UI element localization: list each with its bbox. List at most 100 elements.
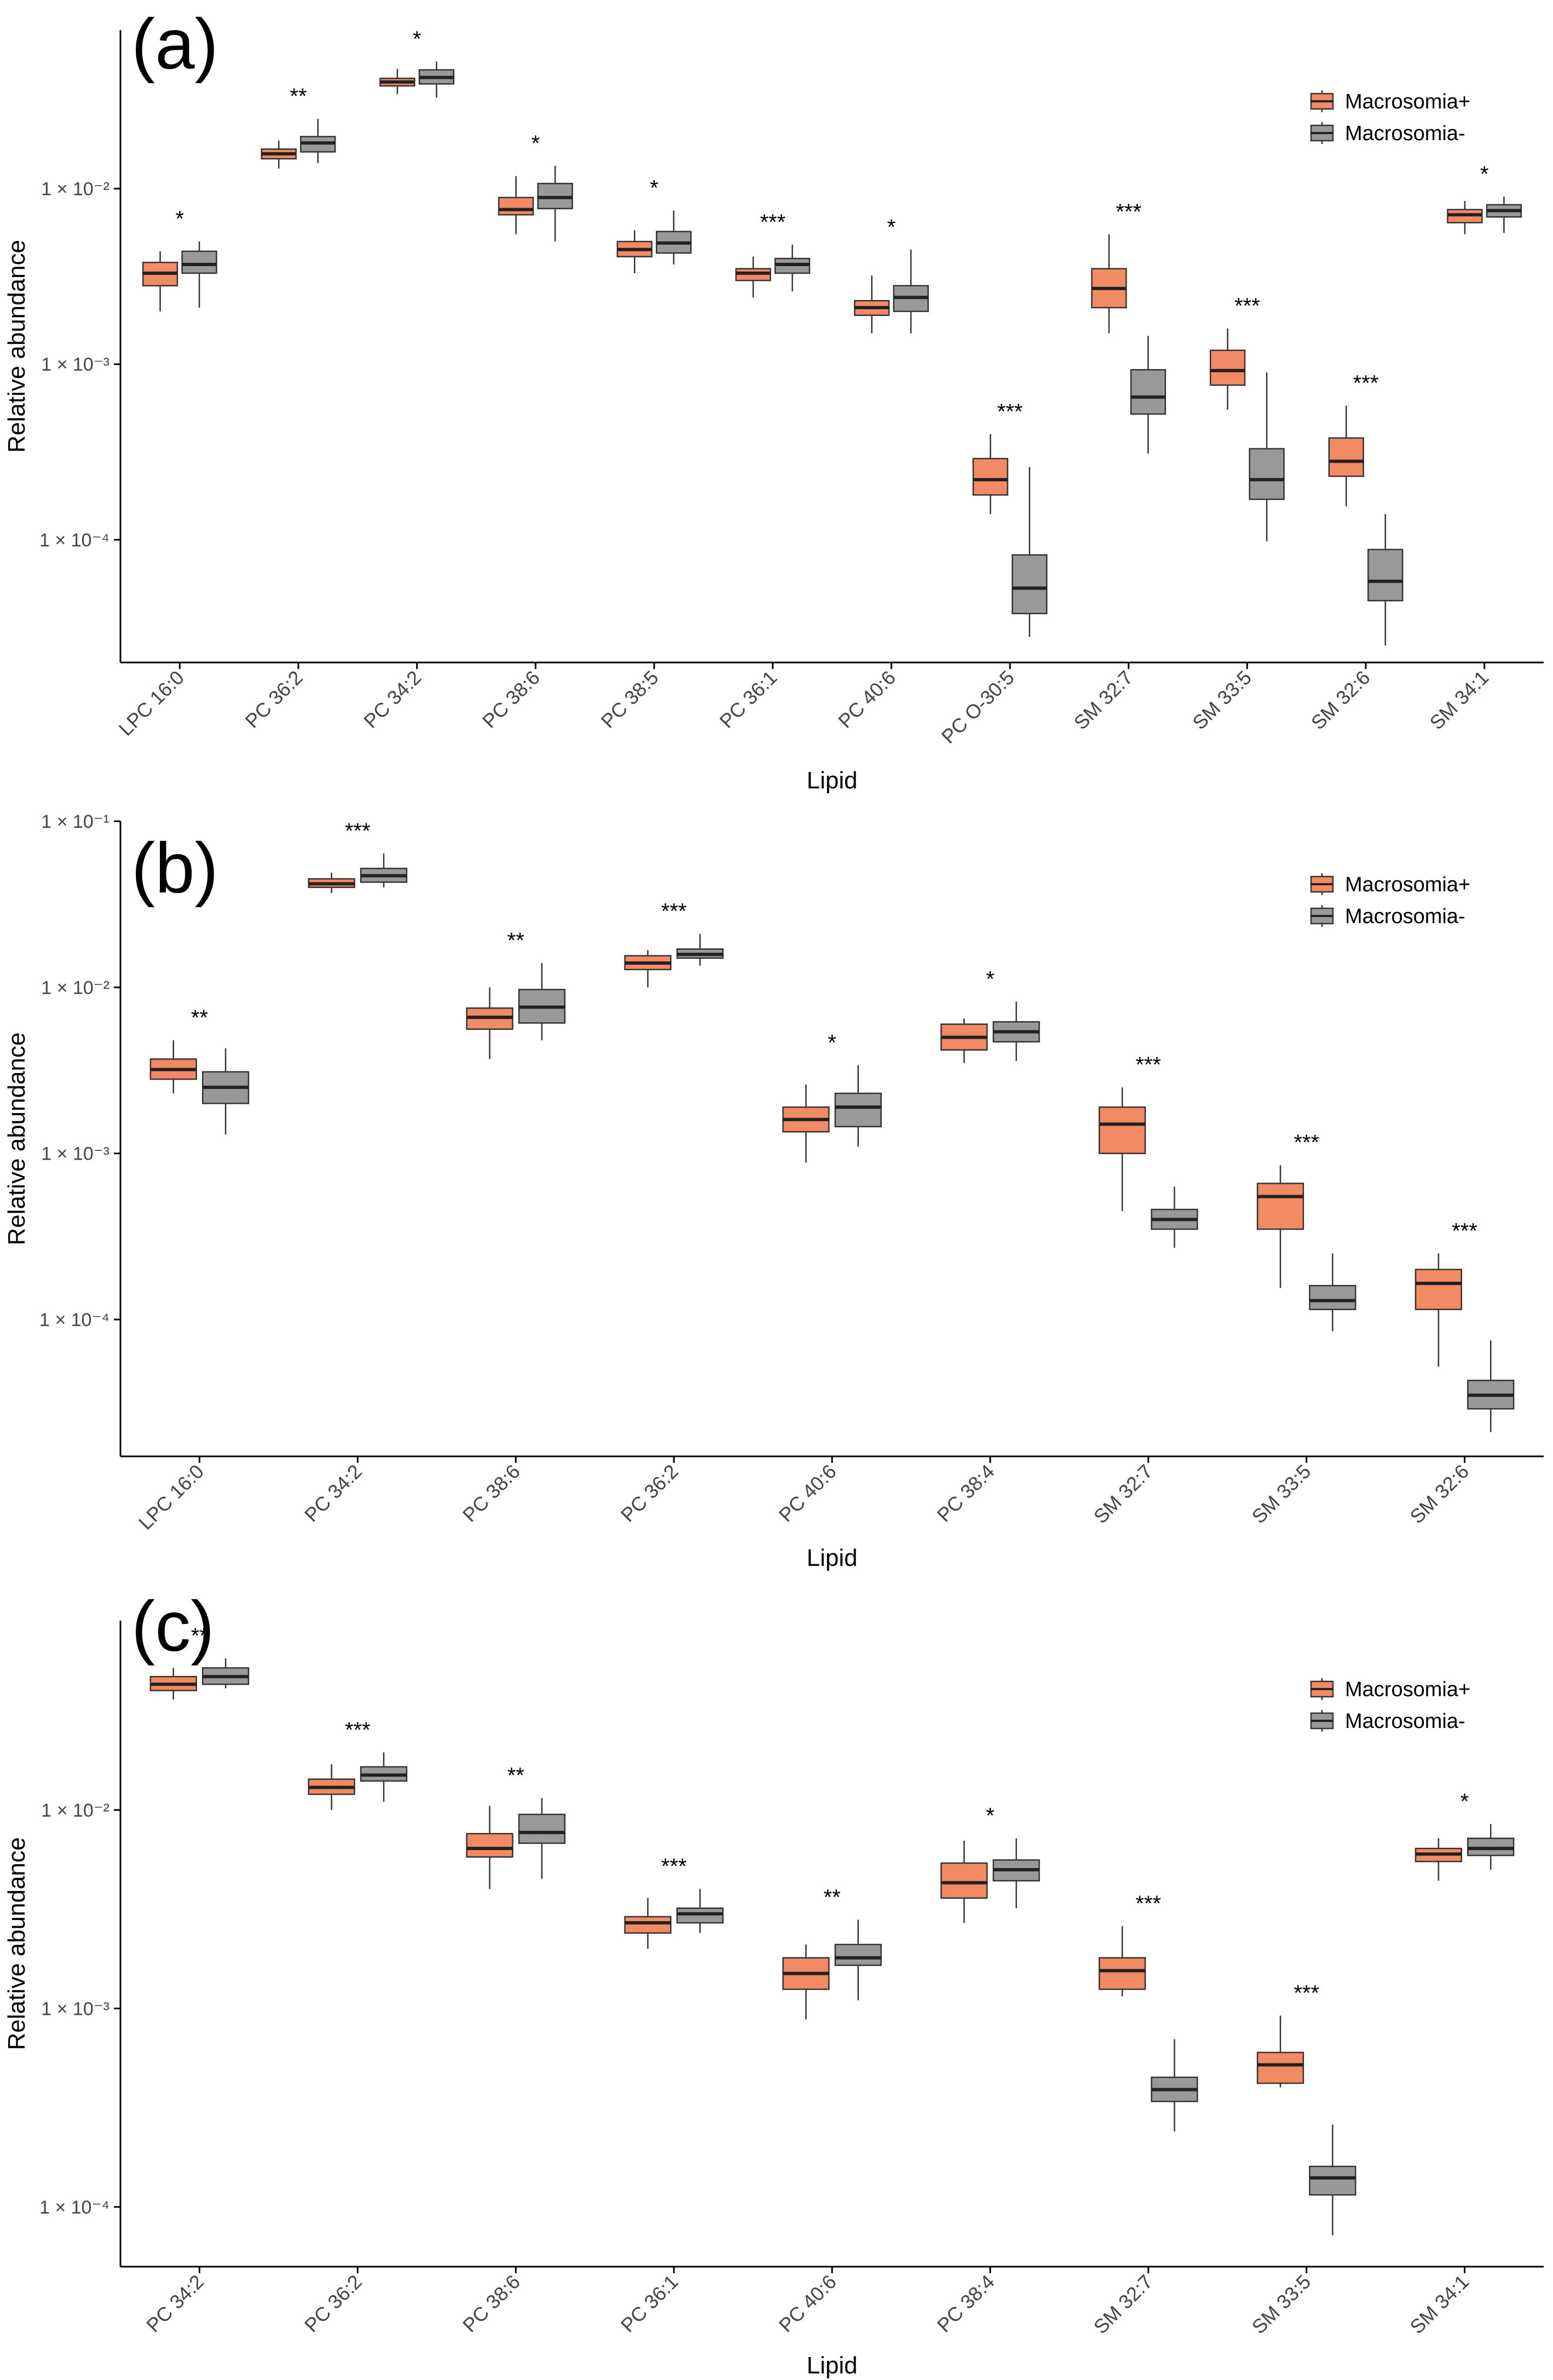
box-iqr bbox=[1256, 1183, 1304, 1230]
x-tick-label: PC 40:6 bbox=[775, 2270, 841, 2337]
significance-marker: * bbox=[986, 967, 995, 991]
x-tick-label: LPC 16:0 bbox=[134, 1460, 208, 1534]
significance-marker: * bbox=[650, 176, 659, 200]
x-tick-label: SM 32:6 bbox=[1307, 666, 1375, 734]
y-tick-label: 1 × 10⁻¹ bbox=[41, 811, 109, 832]
x-tick-label: SM 34:1 bbox=[1405, 2270, 1473, 2338]
x-tick-label: PC 38:5 bbox=[597, 666, 663, 733]
legend-label: Macrosomia+ bbox=[1345, 873, 1470, 896]
significance-marker: * bbox=[1460, 1789, 1469, 1813]
box-iqr bbox=[1130, 369, 1167, 415]
significance-marker: *** bbox=[1294, 1981, 1319, 2006]
significance-marker: *** bbox=[345, 819, 371, 843]
y-axis-title: Relative abundance bbox=[3, 1033, 30, 1246]
x-axis-title: Lipid bbox=[807, 767, 858, 794]
x-tick-label: SM 32:7 bbox=[1089, 2270, 1157, 2338]
x-tick-label: PC 38:4 bbox=[933, 1460, 999, 1526]
significance-marker: * bbox=[413, 27, 422, 51]
x-tick-label: SM 33:5 bbox=[1248, 2270, 1315, 2338]
box-iqr bbox=[940, 1862, 988, 1899]
x-tick-label: PC 36:2 bbox=[616, 1460, 683, 1526]
box-iqr bbox=[1098, 1106, 1146, 1154]
y-tick-label: 1 × 10⁻³ bbox=[41, 1998, 109, 2019]
x-tick-label: SM 33:5 bbox=[1188, 666, 1256, 734]
significance-marker: * bbox=[887, 215, 896, 239]
x-tick-label: PC 38:6 bbox=[478, 666, 544, 733]
significance-marker: *** bbox=[1135, 1053, 1161, 1077]
panel-a: 1 × 10⁻⁴ 1 × 10⁻³ 1 × 10⁻² LPC 16:0 * PC 36:2… bbox=[3, 4, 1544, 794]
y-tick-label: 1 × 10⁻² bbox=[41, 179, 109, 200]
box-iqr bbox=[1209, 349, 1246, 386]
y-tick-label: 1 × 10⁻³ bbox=[41, 1144, 109, 1165]
x-axis-title: Lipid bbox=[807, 1545, 858, 1571]
x-tick-label: PC 36:1 bbox=[715, 666, 781, 733]
box-iqr bbox=[972, 458, 1008, 496]
x-tick-label: SM 32:7 bbox=[1089, 1460, 1157, 1528]
legend-label: Macrosomia+ bbox=[1345, 1678, 1470, 1701]
x-tick-label: SM 34:1 bbox=[1425, 666, 1493, 734]
y-axis-title: Relative abundance bbox=[3, 240, 30, 453]
x-tick-label: SM 32:7 bbox=[1070, 666, 1138, 734]
significance-marker: *** bbox=[1294, 1131, 1319, 1155]
x-tick-label: SM 32:6 bbox=[1405, 1460, 1473, 1528]
x-tick-label: PC 40:6 bbox=[834, 666, 900, 733]
panel-label: (a) bbox=[131, 4, 218, 84]
box-iqr bbox=[1249, 448, 1285, 500]
x-tick-label: PC 34:2 bbox=[142, 2270, 208, 2337]
box-iqr bbox=[1415, 1269, 1463, 1310]
significance-marker: *** bbox=[1353, 371, 1379, 395]
significance-marker: ** bbox=[191, 1624, 208, 1648]
x-axis-title: Lipid bbox=[807, 2352, 858, 2379]
x-tick-label: LPC 16:0 bbox=[114, 666, 188, 740]
x-tick-label: SM 33:5 bbox=[1248, 1460, 1315, 1528]
y-tick-label: 1 × 10⁻⁴ bbox=[39, 530, 109, 551]
x-tick-label: PC 38:6 bbox=[458, 2270, 524, 2337]
significance-marker: ** bbox=[507, 929, 524, 953]
significance-marker: * bbox=[532, 131, 540, 155]
legend-label: Macrosomia- bbox=[1345, 1710, 1465, 1733]
panel-label: (b) bbox=[131, 828, 218, 908]
significance-marker: *** bbox=[760, 210, 786, 234]
box-iqr bbox=[834, 1092, 882, 1128]
y-tick-label: 1 × 10⁻² bbox=[41, 977, 109, 998]
significance-marker: *** bbox=[1135, 1892, 1161, 1916]
box-iqr bbox=[1367, 549, 1404, 602]
box-iqr bbox=[518, 1813, 566, 1844]
y-tick-label: 1 × 10⁻⁴ bbox=[39, 2197, 109, 2218]
x-tick-label: PC 34:2 bbox=[300, 1460, 366, 1526]
box-iqr bbox=[834, 1944, 882, 1966]
box-iqr bbox=[676, 1908, 724, 1924]
box-iqr bbox=[624, 1916, 672, 1934]
significance-marker: ** bbox=[290, 84, 307, 108]
box-iqr bbox=[1309, 1284, 1356, 1310]
x-tick-label: PC O-30:5 bbox=[937, 666, 1018, 748]
significance-marker: ** bbox=[191, 1006, 208, 1030]
box-iqr bbox=[1256, 2051, 1304, 2084]
significance-marker: * bbox=[828, 1030, 836, 1054]
x-tick-label: PC 38:4 bbox=[933, 2270, 999, 2337]
significance-marker: ** bbox=[823, 1885, 840, 1909]
significance-marker: *** bbox=[661, 1854, 687, 1878]
panel-label: (c) bbox=[131, 1586, 215, 1666]
x-tick-label: PC 38:6 bbox=[458, 1460, 524, 1526]
y-tick-label: 1 × 10⁻² bbox=[41, 1800, 109, 1821]
significance-marker: * bbox=[1480, 162, 1489, 186]
significance-marker: *** bbox=[997, 400, 1023, 424]
box-iqr bbox=[1098, 1957, 1146, 1990]
y-tick-label: 1 × 10⁻³ bbox=[41, 354, 109, 375]
box-iqr bbox=[181, 250, 217, 274]
legend-label: Macrosomia- bbox=[1345, 122, 1465, 145]
significance-marker: ** bbox=[507, 1764, 524, 1788]
box-iqr bbox=[1328, 437, 1364, 477]
legend-label: Macrosomia+ bbox=[1345, 90, 1470, 113]
significance-marker: *** bbox=[1452, 1219, 1477, 1243]
x-tick-label: PC 36:1 bbox=[616, 2270, 683, 2337]
y-tick-label: 1 × 10⁻⁴ bbox=[39, 1310, 109, 1330]
significance-marker: *** bbox=[1116, 200, 1141, 224]
significance-marker: * bbox=[176, 207, 184, 231]
box-iqr bbox=[466, 1832, 513, 1858]
significance-marker: * bbox=[986, 1804, 995, 1828]
box-iqr bbox=[1012, 554, 1048, 614]
significance-marker: *** bbox=[345, 1718, 371, 1742]
